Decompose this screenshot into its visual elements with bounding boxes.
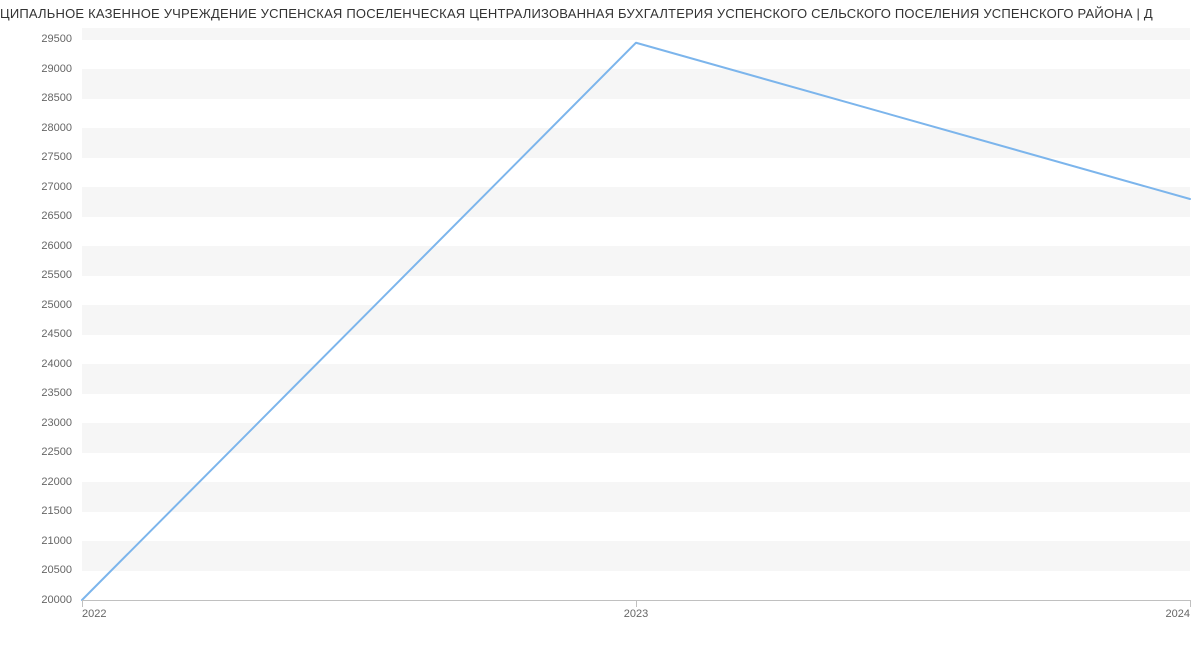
y-tick-label: 20500 [0, 564, 72, 576]
chart-title: ЦИПАЛЬНОЕ КАЗЕННОЕ УЧРЕЖДЕНИЕ УСПЕНСКАЯ … [0, 6, 1200, 26]
y-tick-label: 22000 [0, 476, 72, 488]
y-tick-label: 22500 [0, 446, 72, 458]
y-tick-label: 29000 [0, 63, 72, 75]
x-tick-mark [82, 600, 83, 607]
y-tick-label: 29500 [0, 33, 72, 45]
y-tick-label: 24500 [0, 328, 72, 340]
line-series [82, 28, 1190, 600]
y-tick-label: 20000 [0, 594, 72, 606]
y-tick-label: 25000 [0, 299, 72, 311]
data-line [82, 43, 1190, 600]
y-tick-label: 21500 [0, 505, 72, 517]
y-tick-label: 26000 [0, 240, 72, 252]
x-tick-label: 2023 [606, 608, 666, 620]
chart-plot-area [82, 28, 1190, 600]
x-tick-label: 2022 [82, 608, 142, 620]
y-tick-label: 26500 [0, 210, 72, 222]
y-tick-label: 28500 [0, 92, 72, 104]
y-tick-label: 25500 [0, 269, 72, 281]
x-tick-label: 2024 [1130, 608, 1190, 620]
x-tick-mark [636, 600, 637, 607]
y-tick-label: 23500 [0, 387, 72, 399]
y-tick-label: 27500 [0, 151, 72, 163]
chart-container: ЦИПАЛЬНОЕ КАЗЕННОЕ УЧРЕЖДЕНИЕ УСПЕНСКАЯ … [0, 0, 1200, 650]
y-tick-label: 23000 [0, 417, 72, 429]
y-tick-label: 28000 [0, 122, 72, 134]
y-tick-label: 21000 [0, 535, 72, 547]
y-tick-label: 27000 [0, 181, 72, 193]
y-tick-label: 24000 [0, 358, 72, 370]
x-tick-mark [1190, 600, 1191, 607]
